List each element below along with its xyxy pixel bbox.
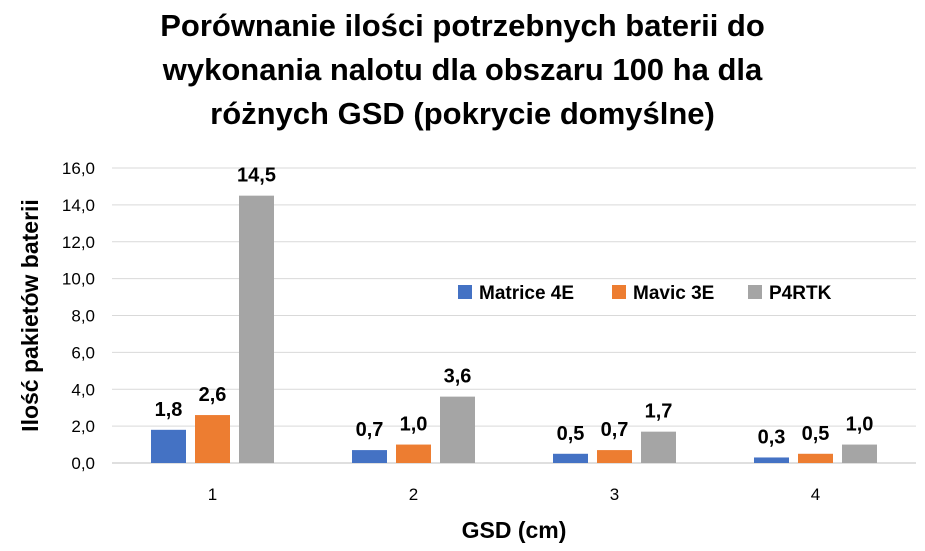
y-axis-title: Ilość pakietów baterii [17,199,43,432]
bar [798,454,833,463]
x-tick-label: 3 [610,485,619,504]
y-tick-label: 12,0 [62,233,95,252]
data-label: 0,7 [601,419,629,441]
bars [151,196,877,463]
y-tick-label: 0,0 [71,454,95,473]
y-tick-label: 14,0 [62,196,95,215]
legend-swatch [748,285,762,299]
bar [352,450,387,463]
legend: Matrice 4E Mavic 3E P4RTK [458,283,832,304]
y-tick-label: 16,0 [62,159,95,178]
legend-swatch [612,285,626,299]
x-axis-title: GSD (cm) [462,517,567,543]
bar [842,445,877,463]
x-tick-label: 2 [409,485,418,504]
bar [553,454,588,463]
y-tick-label: 6,0 [71,343,95,362]
data-label: 0,3 [758,426,786,448]
x-tick-label: 1 [208,485,217,504]
data-label: 0,5 [802,423,830,445]
bar [641,432,676,463]
bar [195,415,230,463]
y-tick-label: 2,0 [71,417,95,436]
legend-label: Mavic 3E [633,283,714,304]
legend-label: Matrice 4E [479,283,574,304]
y-tick-label: 4,0 [71,380,95,399]
x-tick-labels: 1 2 3 4 [208,485,820,504]
y-tick-label: 10,0 [62,270,95,289]
bar [396,445,431,463]
data-label: 14,5 [237,165,276,187]
bar [151,430,186,463]
bar [597,450,632,463]
bar [440,397,475,463]
legend-label: P4RTK [769,283,832,304]
bar [754,457,789,463]
data-label: 0,5 [557,423,585,445]
data-label: 3,6 [444,366,472,388]
x-tick-label: 4 [811,485,820,504]
data-label: 1,7 [645,401,673,423]
legend-swatch [458,285,472,299]
data-label: 1,0 [400,414,428,436]
bar-chart: 0,02,04,06,08,010,012,014,016,0 1,82,614… [0,0,925,551]
data-label: 2,6 [199,384,227,406]
data-label: 0,7 [356,419,384,441]
data-label: 1,0 [846,414,874,436]
y-tick-label: 8,0 [71,307,95,326]
bar [239,196,274,463]
y-tick-labels: 0,0 2,0 4,0 6,0 8,0 10,0 12,0 14,0 16,0 [62,159,95,473]
data-label: 1,8 [155,399,183,421]
gridlines [112,168,916,463]
